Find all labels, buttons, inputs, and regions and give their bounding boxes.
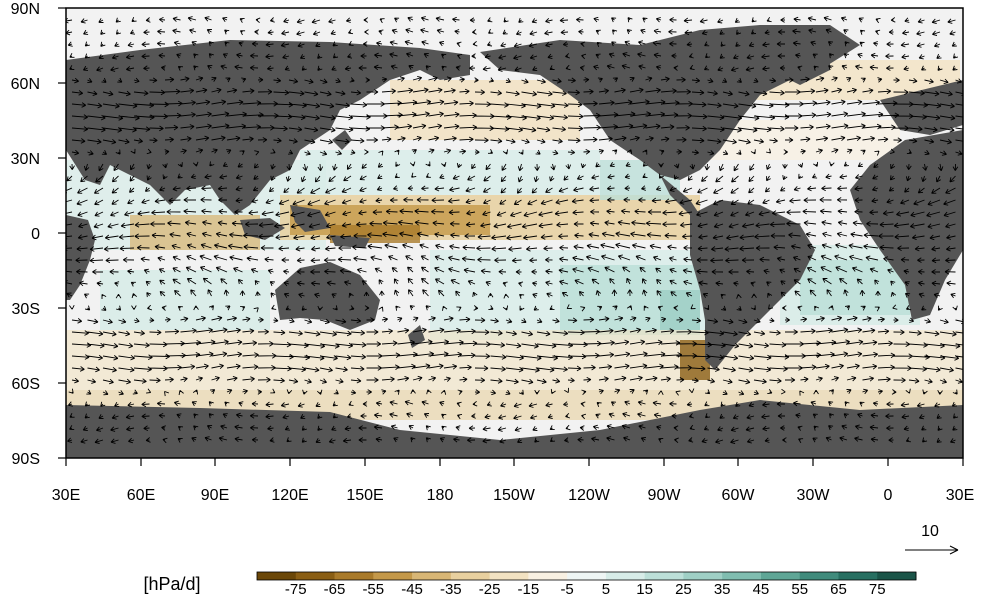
colorbar-swatch xyxy=(450,572,491,580)
wind-arrows xyxy=(66,16,963,444)
x-axis xyxy=(65,458,964,466)
colorbar-swatch xyxy=(528,572,568,580)
colorbar-swatch xyxy=(373,572,413,580)
colorbar-swatch xyxy=(257,572,297,580)
colorbar-tick-label: 55 xyxy=(791,581,808,597)
colorbar-tick-label: 45 xyxy=(753,581,770,597)
y-tick-label: 90S xyxy=(12,451,40,468)
y-tick-label: 90N xyxy=(11,1,40,18)
x-tick-label: 60E xyxy=(127,487,155,504)
x-tick-label: 30E xyxy=(946,487,974,504)
colorbar-tick-label: -55 xyxy=(362,581,384,597)
colorbar-swatch xyxy=(567,572,607,580)
x-tick-label: 150E xyxy=(346,487,383,504)
colorbar-swatch xyxy=(334,572,374,580)
colorbar-tick-label: 5 xyxy=(602,581,610,597)
colorbar-swatch xyxy=(644,572,684,580)
colorbar-tick-label: -5 xyxy=(560,581,573,597)
colorbar-unit-label: [hPa/d] xyxy=(143,574,200,594)
colorbar-swatch xyxy=(838,572,878,580)
reference-vector-label: 10 xyxy=(921,523,939,540)
x-tick-label: 30E xyxy=(52,487,80,504)
colorbar-tick-label: 35 xyxy=(714,581,731,597)
y-tick-label: 0 xyxy=(31,226,40,243)
colorbar-tick-label: 75 xyxy=(869,581,886,597)
colorbar-tick-label: -75 xyxy=(285,581,307,597)
colorbar-tick-label: 25 xyxy=(675,581,692,597)
y-tick-label: 60N xyxy=(11,76,40,93)
colorbar-tick-label: -65 xyxy=(324,581,346,597)
y-axis xyxy=(58,7,66,459)
colorbar-swatch xyxy=(683,572,723,580)
colorbar-tick-label: -45 xyxy=(401,581,423,597)
x-tick-label: 90W xyxy=(648,487,682,504)
x-tick-label: 0 xyxy=(884,487,893,504)
wind-vector-field xyxy=(66,16,963,444)
colorbar-tick-label: -15 xyxy=(518,581,540,597)
colorbar-tick-labels: -75 -65 -55 -45 -35 -25 -15 -5 5 15 25 35 45 55 65 75 xyxy=(285,581,886,597)
x-tick-label: 30W xyxy=(797,487,831,504)
reference-vector: 10 xyxy=(905,523,959,555)
colorbar-swatch xyxy=(760,572,801,580)
y-tick-label: 30N xyxy=(11,151,40,168)
colorbar-swatch xyxy=(722,572,762,580)
colorbar-border xyxy=(256,571,917,581)
colorbar-swatch xyxy=(412,572,452,580)
colorbar-tick-label: 65 xyxy=(830,581,847,597)
colorbar xyxy=(256,571,917,581)
colorbar-swatch xyxy=(295,572,336,580)
y-tick-label: 60S xyxy=(12,376,40,393)
y-tick-label: 30S xyxy=(12,301,40,318)
x-tick-label: 180 xyxy=(427,487,454,504)
colorbar-tick-label: -35 xyxy=(440,581,462,597)
x-tick-label: 120W xyxy=(568,487,611,504)
colorbar-swatch xyxy=(605,572,646,580)
colorbar-tick-label: -25 xyxy=(479,581,501,597)
colorbar-swatch xyxy=(489,572,529,580)
colorbar-tick-label: 15 xyxy=(636,581,653,597)
x-tick-label: 90E xyxy=(201,487,229,504)
colorbar-swatch xyxy=(877,572,917,580)
x-tick-label: 120E xyxy=(271,487,308,504)
x-tick-label: 150W xyxy=(493,487,536,504)
colorbar-swatch xyxy=(799,572,839,580)
x-tick-label: 60W xyxy=(722,487,756,504)
